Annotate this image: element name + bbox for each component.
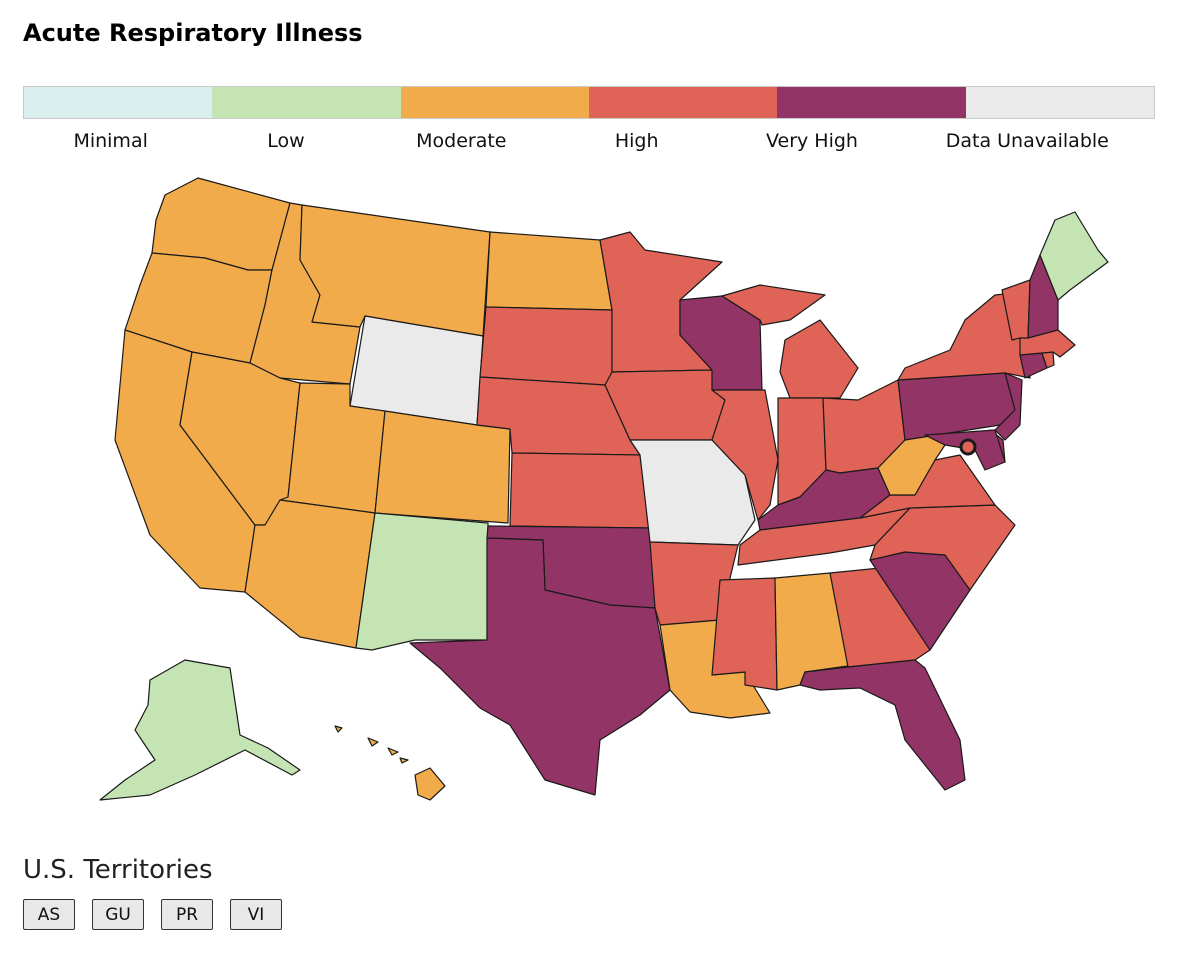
state-MT[interactable] [299,204,491,337]
legend-label-minimal: Minimal [73,130,148,152]
state-NH[interactable] [1027,254,1059,339]
legend-swatch-moderate [400,87,589,118]
legend-swatch-minimal [24,87,213,118]
territory-button-gu[interactable]: GU [92,899,144,930]
state-GA[interactable] [829,567,931,668]
state-ND[interactable] [485,231,613,311]
legend-label-unavailable: Data Unavailable [945,130,1109,152]
state-TX[interactable] [409,537,671,796]
legend-swatch-low [212,87,401,118]
state-AK[interactable] [99,659,301,801]
page-title: Acute Respiratory Illness [23,19,363,47]
legend-swatch-unavailable [965,87,1154,118]
state-MI[interactable] [721,284,859,399]
legend-color-bar [23,86,1155,119]
legend-swatch-very-high [777,87,966,118]
legend-swatch-high [588,87,778,118]
state-MS[interactable] [711,577,778,691]
state-NJ[interactable] [994,372,1023,441]
territory-button-as[interactable]: AS [23,899,75,930]
state-ME[interactable] [1039,211,1109,301]
territories-title: U.S. Territories [23,855,213,885]
legend-label-high: High [614,130,659,152]
state-CO[interactable] [374,410,511,524]
state-VT[interactable] [1001,279,1031,341]
legend-label-very-high: Very High [765,130,858,152]
legend-label-moderate: Moderate [416,130,507,152]
territory-button-row: AS GU PR VI [23,899,282,930]
territory-button-vi[interactable]: VI [230,899,282,930]
state-NM[interactable] [355,512,489,651]
legend-labels: Minimal Low Moderate High Very High Data… [23,130,1155,153]
territory-button-pr[interactable]: PR [161,899,213,930]
legend-label-low: Low [267,130,305,152]
state-KS[interactable] [509,452,651,529]
state-HI[interactable] [334,725,446,801]
state-SD[interactable] [479,306,613,386]
state-MD[interactable] [924,429,1006,471]
state-DC[interactable] [959,438,977,456]
us-map [99,177,1109,801]
state-FL[interactable] [799,659,966,791]
